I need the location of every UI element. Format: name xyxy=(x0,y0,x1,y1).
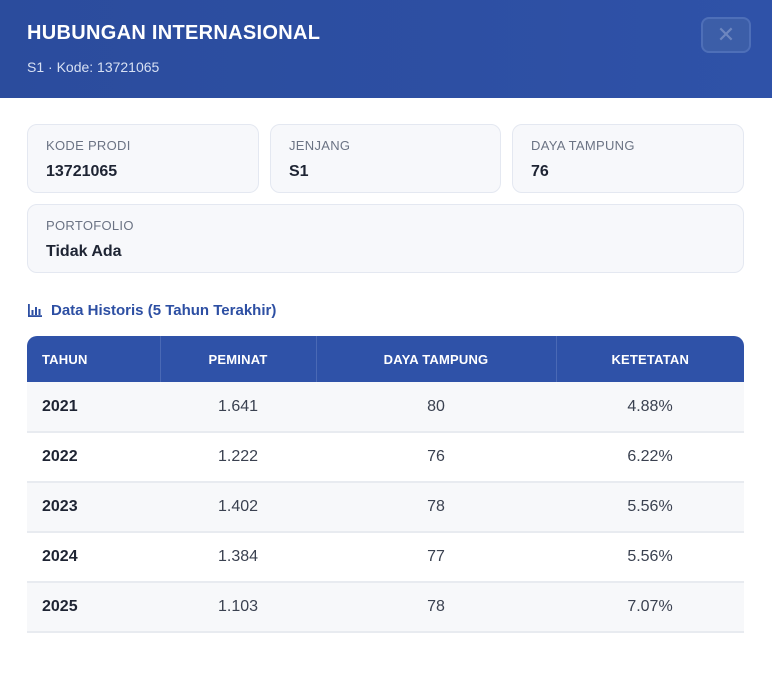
historical-data-title: Data Historis (5 Tahun Terakhir) xyxy=(51,302,277,319)
table-row: 2022 1.222 76 6.22% xyxy=(27,432,744,482)
portofolio-value: Tidak Ada xyxy=(46,243,122,260)
daya-tampung-card: DAYA TAMPUNG 76 xyxy=(512,124,744,193)
cell-year: 2023 xyxy=(42,498,78,515)
cell-peminat: 1.103 xyxy=(217,598,259,615)
cell-daya-tampung: 78 xyxy=(427,598,445,615)
cell-peminat: 1.384 xyxy=(217,548,259,565)
cell-keketatan: 4.88% xyxy=(627,397,673,415)
close-icon: ✕ xyxy=(716,22,736,47)
daya-tampung-label: DAYA TAMPUNG xyxy=(531,138,635,153)
table-row: 2025 1.103 78 7.07% xyxy=(27,582,744,632)
cell-year: 2021 xyxy=(42,397,78,415)
historical-data-table: TAHUN PEMINAT DAYA TAMPUNG KETETATAN 202… xyxy=(27,336,744,633)
kode-prodi-label: KODE PRODI xyxy=(46,138,131,153)
bar-chart-icon xyxy=(28,303,42,317)
column-header-keketatan: KETETATAN xyxy=(611,351,690,367)
cell-peminat: 1.402 xyxy=(217,498,259,515)
table-row: 2021 1.641 80 4.88% xyxy=(27,382,744,432)
jenjang-value: S1 xyxy=(289,163,309,180)
cell-daya-tampung: 77 xyxy=(427,548,445,565)
cell-year: 2025 xyxy=(42,598,78,615)
jenjang-label: JENJANG xyxy=(289,138,351,153)
column-header-tahun: TAHUN xyxy=(27,336,161,382)
program-subtitle: S1 · Kode: 13721065 xyxy=(27,59,160,75)
kode-prodi-card: KODE PRODI 13721065 xyxy=(27,124,259,193)
column-header-daya-tampung: DAYA TAMPUNG xyxy=(316,336,557,382)
cell-daya-tampung: 80 xyxy=(427,397,445,415)
portofolio-label: PORTOFOLIO xyxy=(46,218,134,233)
cell-daya-tampung: 76 xyxy=(427,448,445,465)
jenjang-card: JENJANG S1 xyxy=(270,124,501,193)
cell-peminat: 1.222 xyxy=(217,448,259,465)
cell-year: 2024 xyxy=(42,548,78,565)
cell-peminat: 1.641 xyxy=(217,397,259,415)
kode-prodi-value: 13721065 xyxy=(46,163,118,180)
cell-keketatan: 7.07% xyxy=(627,598,673,615)
cell-keketatan: 6.22% xyxy=(627,448,673,465)
cell-year: 2022 xyxy=(42,448,78,465)
program-title: HUBUNGAN INTERNASIONAL xyxy=(27,22,321,44)
table-row: 2024 1.384 77 5.56% xyxy=(27,532,744,582)
daya-tampung-value: 76 xyxy=(531,163,549,180)
close-button[interactable]: ✕ xyxy=(701,17,751,53)
table-header-row: TAHUN PEMINAT DAYA TAMPUNG KETETATAN xyxy=(27,336,744,382)
modal-header: HUBUNGAN INTERNASIONAL S1 · Kode: 137210… xyxy=(0,0,772,98)
portofolio-card: PORTOFOLIO Tidak Ada xyxy=(27,204,744,273)
table-row: 2023 1.402 78 5.56% xyxy=(27,482,744,532)
cell-daya-tampung: 78 xyxy=(427,498,445,515)
column-header-peminat: PEMINAT xyxy=(160,336,317,382)
cell-keketatan: 5.56% xyxy=(627,498,673,515)
historical-data-heading: Data Historis (5 Tahun Terakhir) xyxy=(27,302,276,319)
cell-keketatan: 5.56% xyxy=(627,548,673,565)
